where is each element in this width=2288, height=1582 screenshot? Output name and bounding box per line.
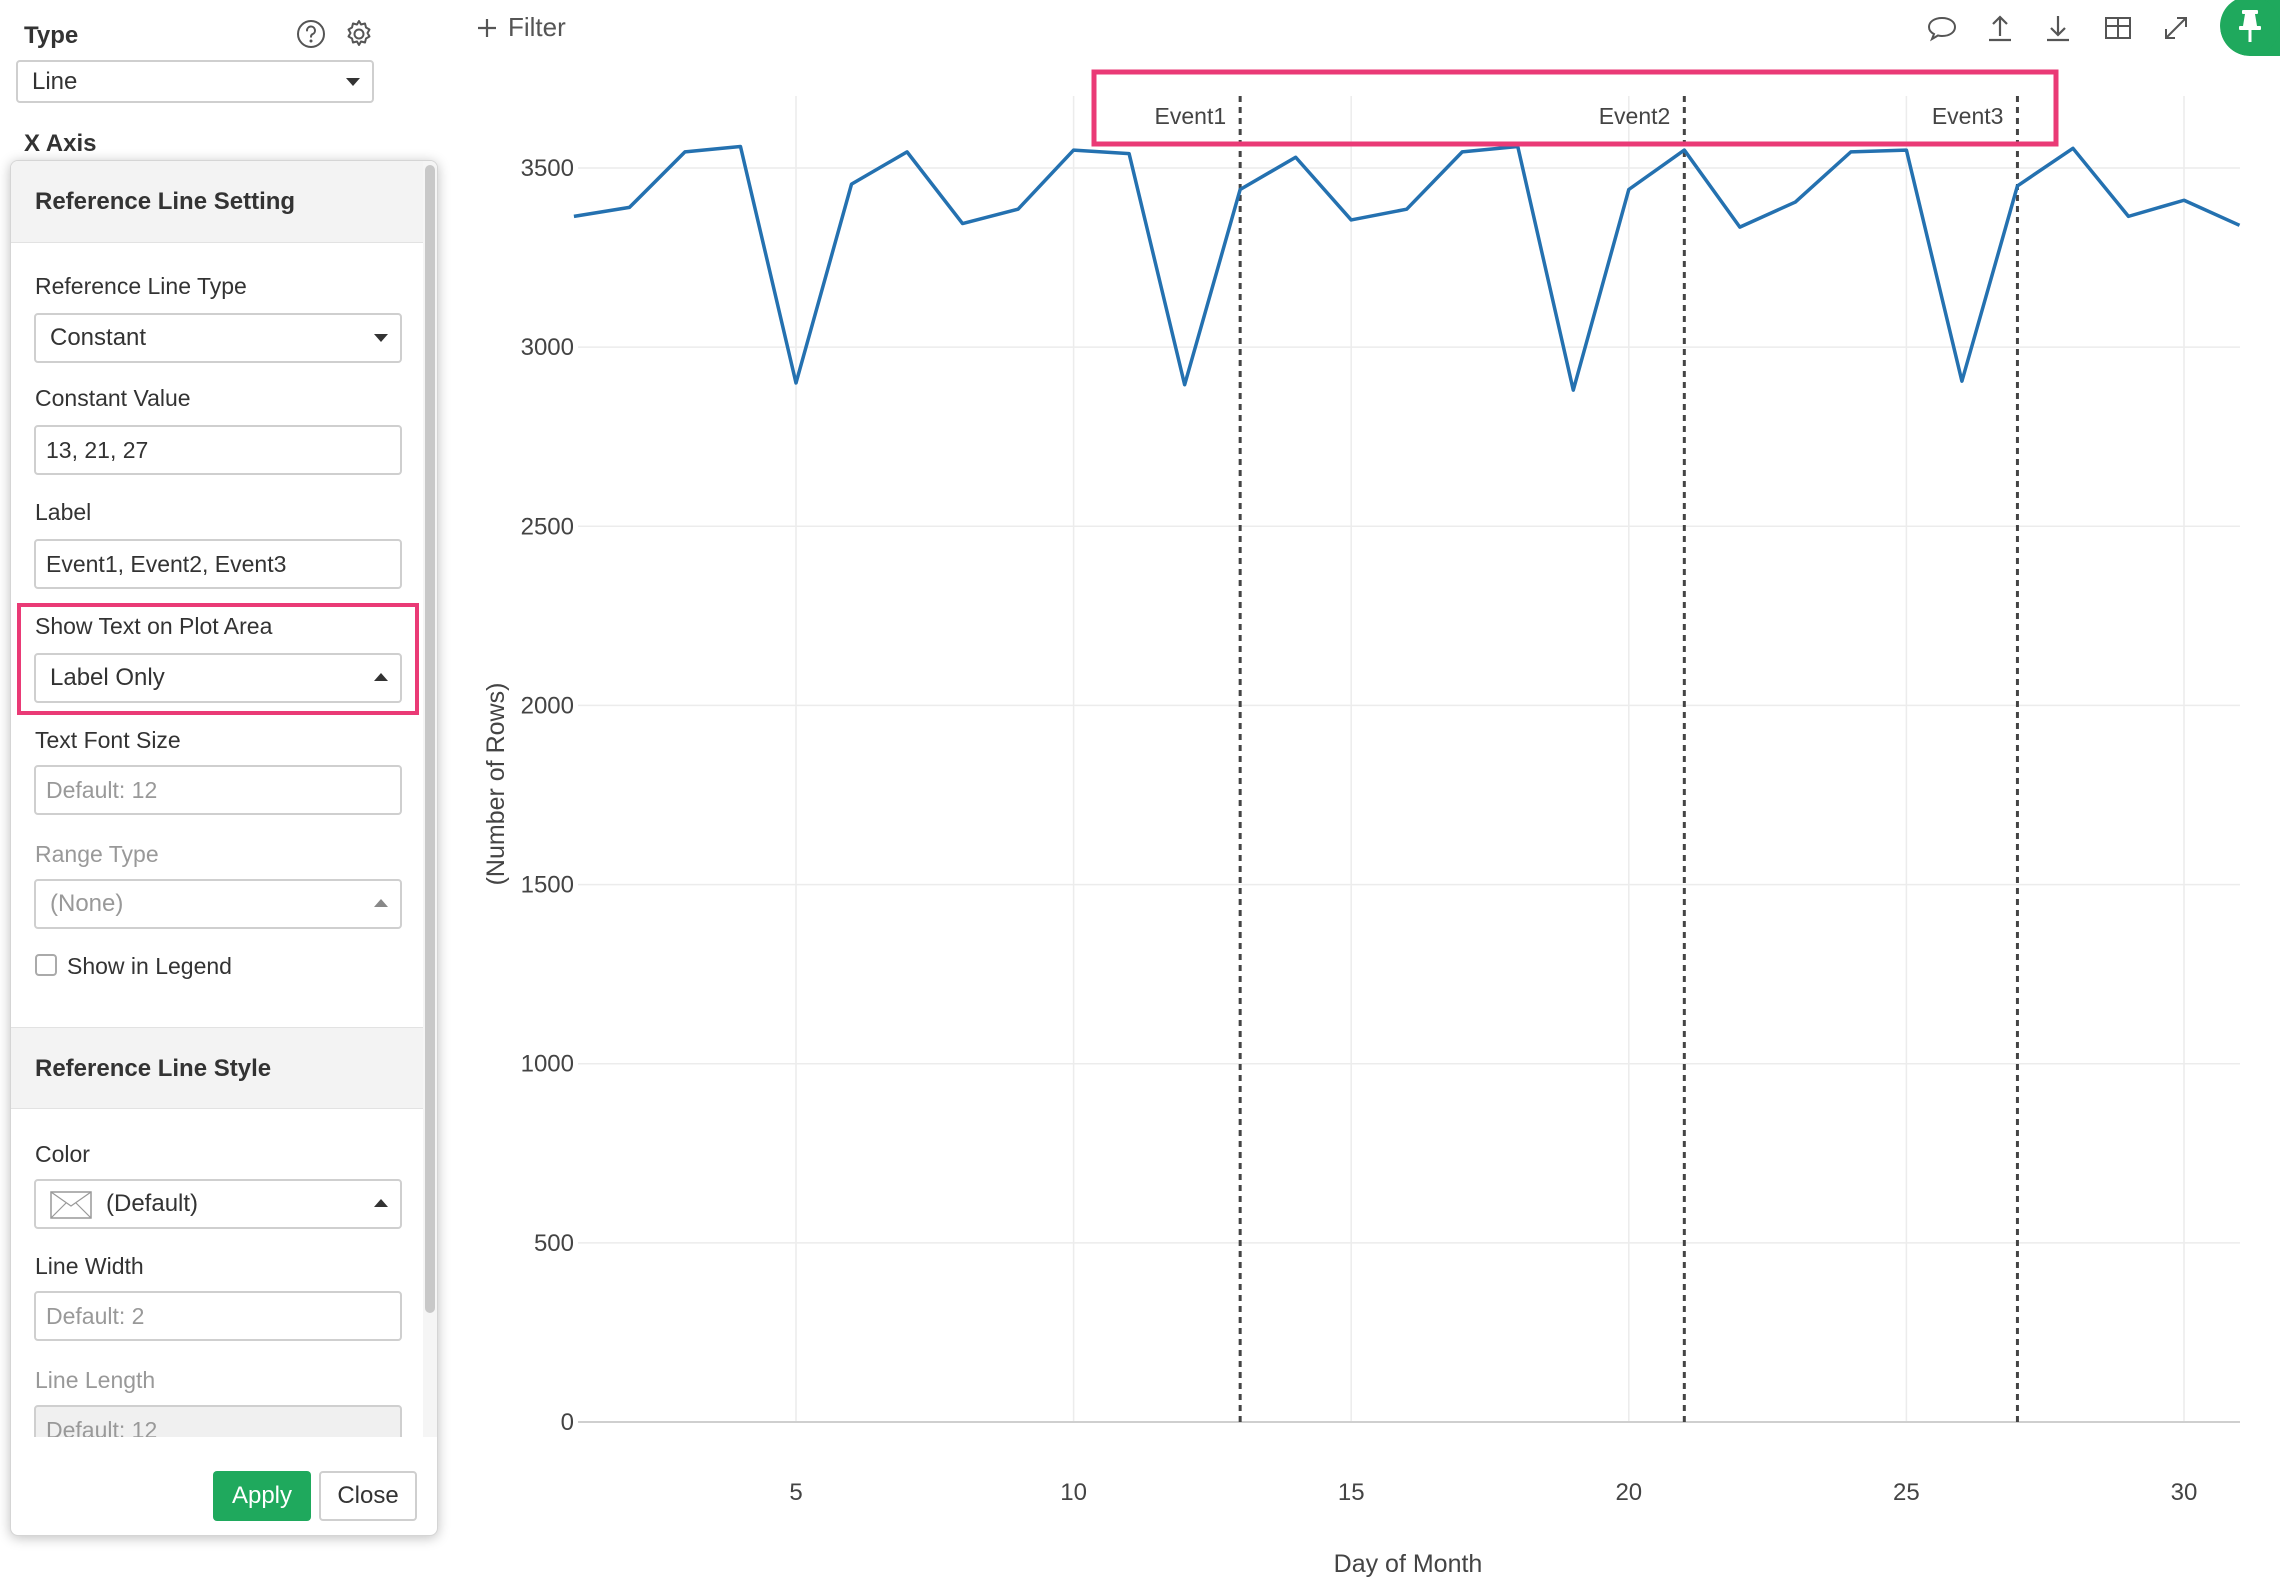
y-tick-label: 1500 (521, 872, 574, 899)
x-tick-label: 15 (1338, 1479, 1365, 1506)
show-text-label: Show Text on Plot Area (35, 613, 273, 639)
comment-icon[interactable] (1924, 10, 1960, 46)
question-circle-icon[interactable] (295, 18, 327, 50)
event-labels-highlight (1091, 69, 2059, 147)
reference-line-label: Event1 (1155, 103, 1227, 129)
range-type-label: Range Type (35, 841, 159, 867)
text-font-size-input[interactable] (34, 765, 402, 815)
label-label: Label (35, 499, 92, 525)
chevron-down-icon (374, 334, 388, 342)
line-width-input[interactable] (34, 1291, 402, 1341)
x-tick-label: 20 (1615, 1479, 1642, 1506)
horizontal-gridlines (578, 167, 2240, 1423)
y-tick-label: 1000 (521, 1051, 574, 1078)
x-tick-label: 25 (1893, 1479, 1920, 1506)
table-icon[interactable] (2100, 10, 2136, 46)
ref-line-type-label: Reference Line Type (35, 273, 247, 299)
chevron-up-icon (374, 1199, 388, 1207)
vertical-gridlines (795, 96, 2185, 1422)
type-label: Type (24, 22, 79, 49)
y-tick-label: 0 (561, 1409, 574, 1436)
expand-icon[interactable] (2158, 10, 2194, 46)
chevron-up-icon (374, 899, 388, 907)
download-icon[interactable] (2040, 10, 2076, 46)
line-length-label: Line Length (35, 1367, 156, 1393)
y-tick-label: 500 (534, 1230, 574, 1257)
line-width-label: Line Width (35, 1253, 144, 1279)
popover-scrollbar[interactable] (423, 161, 437, 1437)
constant-value-input[interactable] (34, 425, 402, 475)
x-tick-label: 5 (789, 1479, 802, 1506)
apply-button[interactable]: Apply (213, 1471, 311, 1521)
y-tick-label: 3500 (521, 155, 574, 182)
show-text-highlight (17, 603, 419, 715)
x-tick-label: 30 (2171, 1479, 2198, 1506)
y-axis-title: (Number of Rows) (482, 683, 510, 886)
show-in-legend-label: Show in Legend (67, 953, 232, 979)
series-line-group (573, 144, 2241, 392)
pin-icon (2239, 10, 2261, 42)
text-font-size-label: Text Font Size (35, 727, 181, 753)
popover-scrollbar-thumb[interactable] (425, 165, 435, 1313)
popover-scroll-area: Reference Line Setting Reference Line Ty… (11, 161, 423, 1437)
x-tick-labels: 5 10 15 20 25 30 (789, 1479, 2197, 1506)
reference-line-labels: Event1 Event2 Event3 (1155, 103, 2004, 129)
section-title-reference-line-setting: Reference Line Setting (11, 161, 423, 243)
upload-icon[interactable] (1982, 10, 2018, 46)
ref-line-type-value: Constant (50, 324, 147, 351)
pin-button[interactable] (2220, 0, 2280, 56)
color-select[interactable]: (Default) (34, 1179, 402, 1229)
chart-type-select[interactable]: Line (16, 60, 374, 103)
empty-swatch-icon (50, 1191, 92, 1219)
chevron-down-icon (346, 77, 360, 86)
reference-lines (1238, 96, 2019, 1422)
chevron-up-icon (374, 673, 388, 681)
plus-icon (478, 18, 496, 37)
chart-type-value: Line (32, 67, 78, 95)
ref-line-type-select[interactable]: Constant (34, 313, 402, 363)
y-tick-label: 2500 (521, 513, 574, 540)
gear-icon[interactable] (343, 18, 375, 50)
x-tick-label: 10 (1060, 1479, 1087, 1506)
show-in-legend-checkbox[interactable] (35, 954, 57, 976)
reference-line-label: Event3 (1932, 103, 2004, 129)
filter-label: Filter (508, 12, 566, 42)
y-tick-label: 2000 (521, 692, 574, 719)
y-tick-labels: 0 500 1000 1500 2000 2500 3000 3500 (521, 155, 574, 1436)
show-text-select[interactable]: Label Only (34, 653, 402, 703)
series-line (573, 144, 2241, 392)
x-axis-label: X Axis (24, 130, 97, 157)
x-axis-title: Day of Month (1334, 1550, 1483, 1578)
close-button[interactable]: Close (319, 1471, 417, 1521)
color-label: Color (35, 1141, 90, 1167)
y-tick-label: 3000 (521, 334, 574, 361)
range-type-select[interactable]: (None) (34, 879, 402, 929)
label-input[interactable] (34, 539, 402, 589)
show-text-value: Label Only (50, 664, 165, 691)
range-type-value: (None) (50, 890, 124, 917)
reference-line-popover: Reference Line Setting Reference Line Ty… (10, 160, 438, 1536)
line-length-input[interactable] (34, 1405, 402, 1437)
add-filter-button[interactable]: Filter (476, 12, 566, 43)
constant-value-label: Constant Value (35, 385, 191, 411)
section-title-reference-line-style: Reference Line Style (11, 1027, 423, 1109)
reference-line-label: Event2 (1599, 103, 1671, 129)
color-value: (Default) (106, 1190, 199, 1217)
